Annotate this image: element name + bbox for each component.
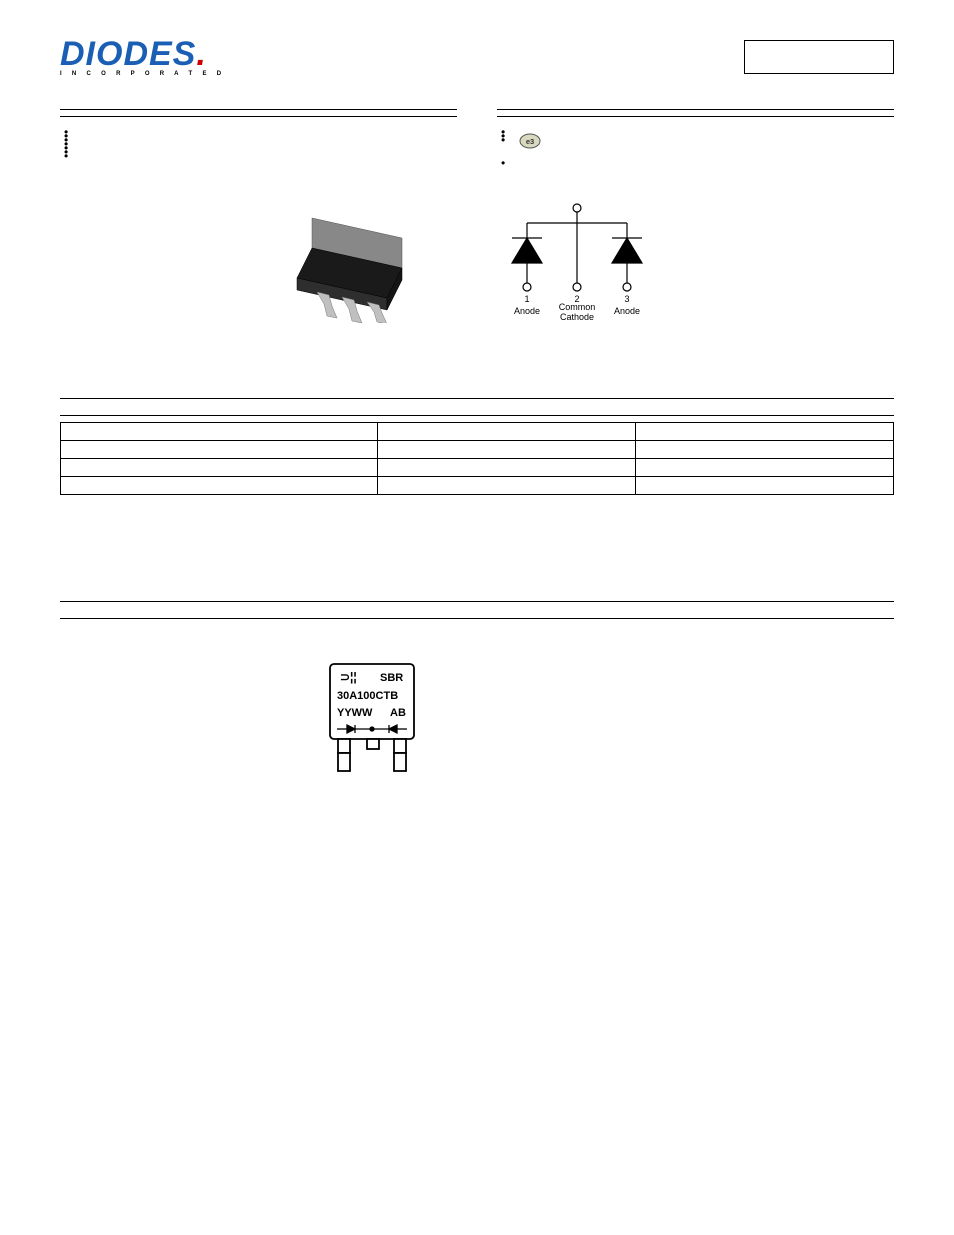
- applications-list: e3: [497, 123, 894, 158]
- pin-3-label: Anode: [614, 306, 640, 316]
- pin-2-label-bot: Cathode: [560, 312, 594, 322]
- list-item: [501, 154, 894, 158]
- mechanical-data-table: [60, 422, 894, 495]
- table-cell: [377, 440, 635, 458]
- table-cell: [61, 476, 378, 494]
- marking-diagram: ⊃¦¦ SBR 30A100CTB YYWW AB: [320, 659, 430, 789]
- svg-text:e3: e3: [526, 137, 534, 146]
- table-cell: [377, 458, 635, 476]
- svg-text:SBR: SBR: [380, 672, 403, 684]
- table-cell: [61, 440, 378, 458]
- logo-subtext: I N C O R P O R A T E D: [60, 71, 225, 77]
- package-image: [292, 213, 432, 323]
- applications-column: e3: [497, 107, 894, 158]
- list-item: e3: [501, 131, 894, 154]
- company-logo: DIODES. I N C O R P O R A T E D: [60, 40, 225, 77]
- features-column: [60, 107, 457, 158]
- logo-text: DIODES.: [60, 40, 225, 69]
- table-cell: [635, 440, 893, 458]
- svg-text:YYWW: YYWW: [337, 707, 373, 719]
- schematic-diagram: 1 2 3 Anode Common Cathode Anode: [492, 198, 662, 338]
- table-row: [61, 476, 894, 494]
- table-cell: [635, 476, 893, 494]
- table-row: [61, 458, 894, 476]
- table-row: [61, 440, 894, 458]
- table-cell: [377, 476, 635, 494]
- part-number-box: [744, 40, 894, 74]
- pin-1-label: Anode: [514, 306, 540, 316]
- svg-text:30A100CTB: 30A100CTB: [337, 690, 398, 702]
- table-cell: [635, 458, 893, 476]
- table-row: [61, 422, 894, 440]
- svg-text:AB: AB: [390, 707, 406, 719]
- mech-section-header: [60, 398, 894, 416]
- pbfree-icon: e3: [519, 133, 541, 152]
- table-cell: [61, 458, 378, 476]
- svg-text:⊃¦¦: ⊃¦¦: [340, 670, 357, 684]
- pin-3-number: 3: [624, 294, 629, 304]
- table-cell: [635, 422, 893, 440]
- pin-2-label-top: Common: [559, 302, 596, 312]
- table-cell: [377, 422, 635, 440]
- list-item: [64, 147, 457, 151]
- features-list: [60, 123, 457, 151]
- table-cell: [61, 422, 378, 440]
- pin-1-number: 1: [524, 294, 529, 304]
- marking-section-header: [60, 601, 894, 619]
